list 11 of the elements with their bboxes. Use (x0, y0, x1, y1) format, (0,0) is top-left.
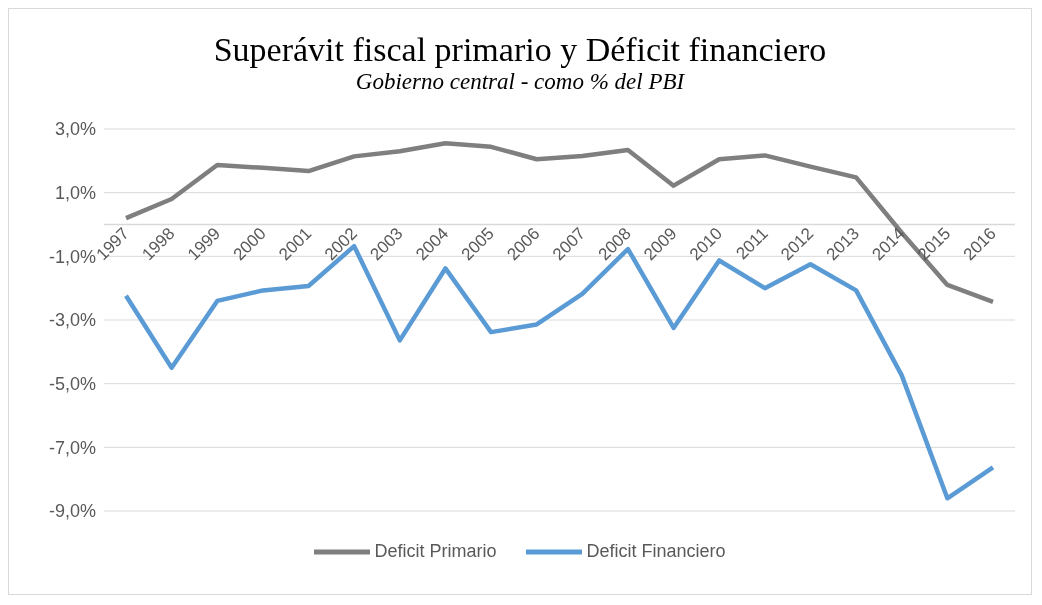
y-tick-label: 1,0% (54, 183, 96, 204)
chart-title: Superávit fiscal primario y Déficit financiero (212, 31, 828, 69)
y-tick-label: -3,0% (48, 310, 96, 331)
y-tick-label: -9,0% (48, 501, 96, 522)
chart-subtitle: Gobierno central - como % del PBI (354, 69, 686, 95)
y-tick-label: -7,0% (48, 437, 96, 458)
y-tick-label: 3,0% (54, 119, 96, 140)
y-tick-label: -5,0% (48, 374, 96, 395)
legend-label: Deficit Primario (374, 541, 497, 562)
legend-label: Deficit Financiero (586, 541, 726, 562)
y-tick-label: -1,0% (48, 246, 96, 267)
